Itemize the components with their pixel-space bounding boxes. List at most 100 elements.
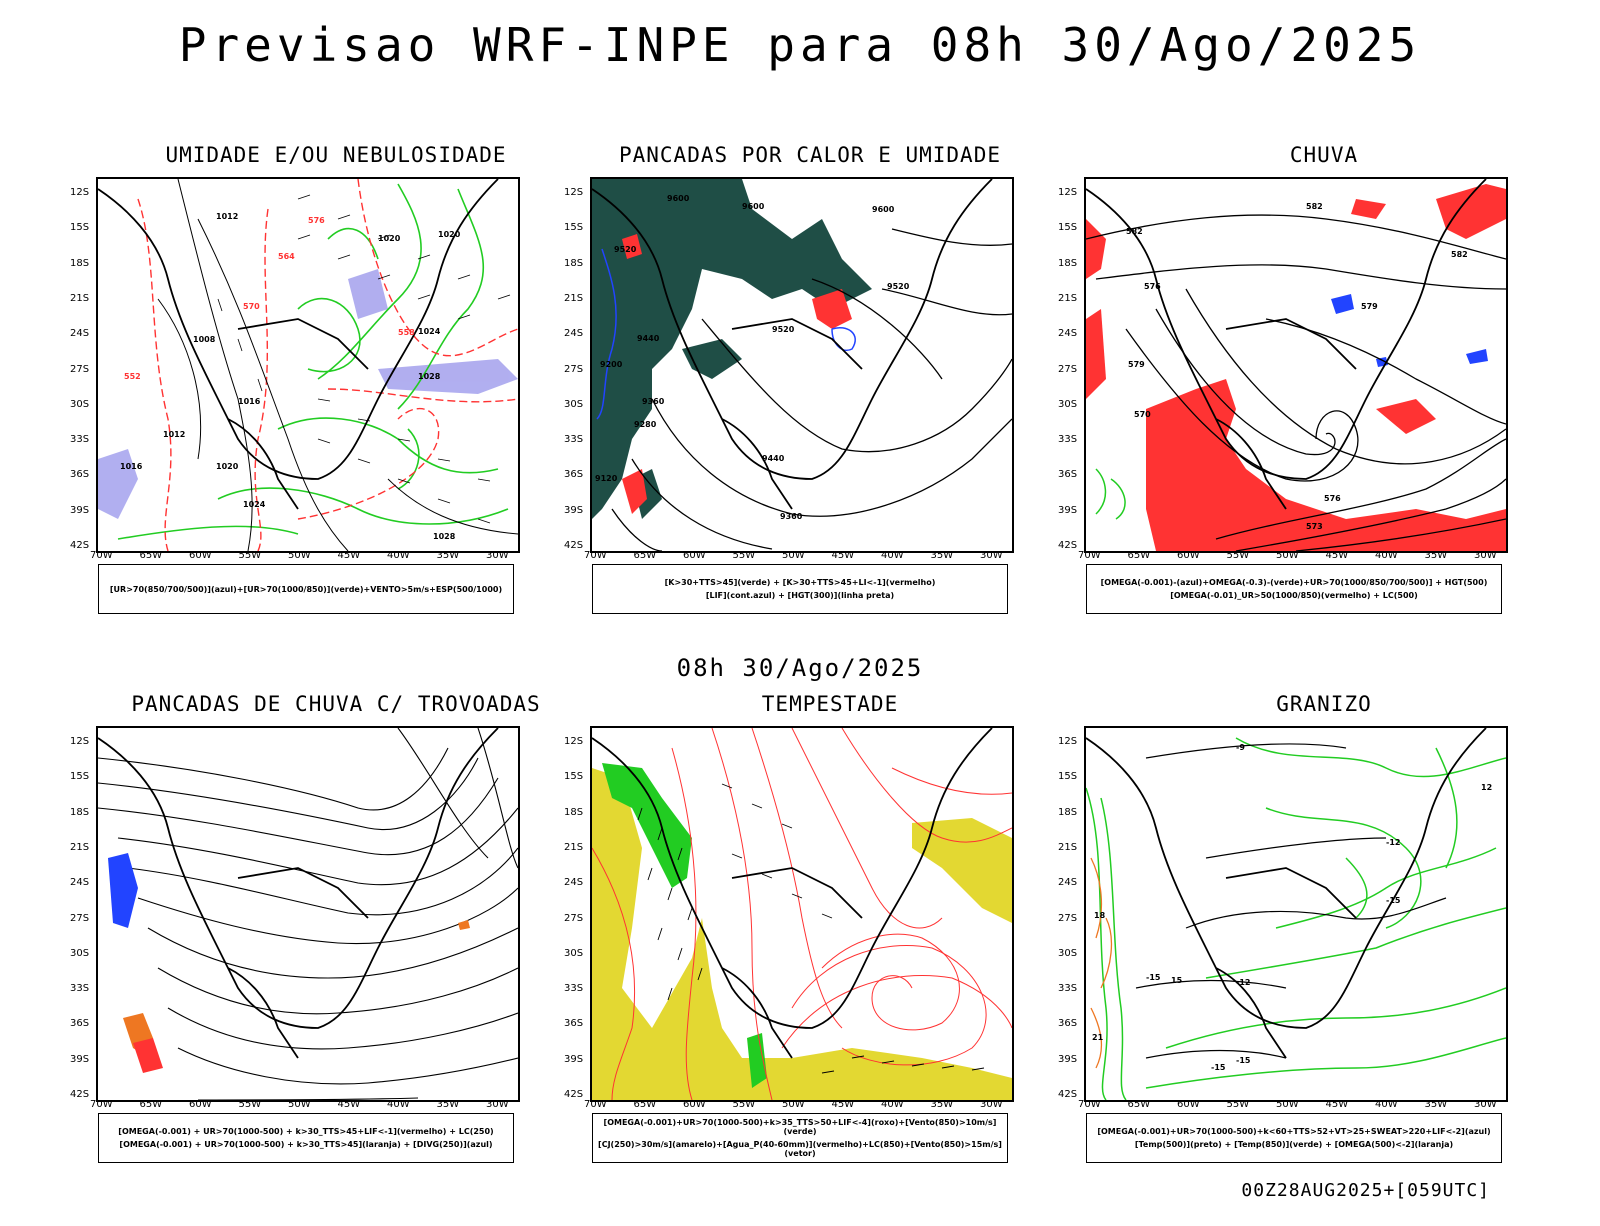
latitude-label: 12S	[70, 736, 90, 747]
red-thickness-contours	[137, 179, 518, 551]
longitude-label: 50W	[782, 550, 805, 561]
contour-label: 573	[1306, 522, 1323, 531]
longitude-label: 65W	[633, 550, 657, 561]
latitude-label: 24S	[564, 877, 584, 889]
latitude-label: 30S	[564, 947, 584, 959]
contour-label: 576	[1324, 494, 1341, 503]
country-borders	[98, 179, 499, 510]
longitude-label: 55W	[238, 550, 262, 561]
contour-label: 558	[398, 328, 415, 337]
longitude-label: 30W	[980, 1099, 1003, 1110]
blue-divergence-areas	[108, 853, 138, 928]
panel-title: CHUVA	[1289, 143, 1359, 167]
longitude-label: 40W	[387, 1099, 410, 1110]
panel-pancadas-calor: PANCADAS POR CALOR E UMIDADE	[564, 143, 1070, 677]
longitude-label: 70W	[90, 550, 113, 561]
red-streamlines-850	[592, 728, 1012, 1100]
contour-label: 9520	[887, 282, 910, 291]
green-omega-areas	[1095, 468, 1126, 520]
map-svg-granizo: -9 -12 -12 -15 -15 12 15 18 21 -15 -15	[1086, 728, 1506, 1100]
contour-label: 570	[1134, 410, 1151, 419]
latitude-label: 18S	[70, 806, 90, 818]
contour-label: 9520	[614, 245, 637, 254]
latitude-label: 42S	[70, 1089, 90, 1100]
contour-label: 582	[1451, 250, 1468, 259]
caption-line: [OMEGA(-0.001)+UR>70(1000-500)+k<60+TTS>…	[1097, 1127, 1491, 1136]
latitude-label: 12S	[70, 187, 90, 198]
contour-label: 579	[1361, 302, 1378, 311]
contour-label: 9360	[642, 397, 665, 406]
contour-label: 1012	[216, 212, 238, 221]
longitude-label: 30W	[980, 550, 1003, 561]
country-borders	[1086, 728, 1487, 1059]
longitude-label: 35W	[436, 1099, 460, 1110]
contour-label: 576	[1144, 282, 1161, 291]
latitude-label: 30S	[1058, 398, 1078, 410]
panel-caption: [OMEGA(-0.001)+UR>70(1000-500)+k<60+TTS>…	[1086, 1113, 1502, 1163]
contour-label: 9120	[595, 474, 618, 483]
main-title: Previsao WRF-INPE para 08h 30/Ago/2025	[178, 18, 1422, 72]
contour-label: 1024	[418, 327, 441, 336]
latitude-label: 15S	[1058, 222, 1078, 234]
latitude-label: 15S	[70, 222, 90, 234]
wind-vectors-850	[637, 783, 985, 1074]
map-svg-umidade: 1012 1020 1020 1024 1028 1008 1016 1012 …	[98, 179, 518, 551]
longitude-label: 30W	[486, 550, 509, 561]
latitude-label: 33S	[564, 434, 584, 446]
lavender-humidity-areas	[98, 269, 518, 519]
contour-label: 9440	[762, 454, 785, 463]
latitude-label: 24S	[70, 328, 90, 340]
contour-label: 1028	[418, 372, 441, 381]
latitude-label: 33S	[1058, 434, 1078, 446]
longitude-label: 70W	[90, 1099, 113, 1110]
longitude-label: 70W	[1078, 550, 1101, 561]
latitude-label: 30S	[564, 398, 584, 410]
latitude-label: 36S	[564, 1018, 584, 1030]
longitude-label: 70W	[1078, 1099, 1101, 1110]
longitude-label: 50W	[288, 550, 311, 561]
longitude-label: 70W	[584, 1099, 607, 1110]
longitude-label: 55W	[1226, 550, 1250, 561]
latitude-label: 24S	[70, 877, 90, 889]
longitude-label: 55W	[1226, 1099, 1250, 1110]
longitude-label: 30W	[1474, 550, 1497, 561]
longitude-label: 40W	[881, 550, 904, 561]
streamlines-250	[98, 728, 518, 1100]
longitude-label: 55W	[732, 550, 756, 561]
map-svg-pancadas-trovoadas	[98, 728, 518, 1100]
map-tempestade	[590, 726, 1014, 1102]
contour-label: 1012	[163, 430, 185, 439]
contour-label: 9600	[667, 194, 690, 203]
red-rain-areas	[1086, 184, 1506, 551]
latitude-label: 27S	[564, 363, 584, 375]
latitude-label: 12S	[1058, 187, 1078, 198]
latitude-label: 15S	[1058, 771, 1078, 783]
map-svg-pancadas-calor: 9600 9600 9600 9520 9520 9520 9440 9440 …	[592, 179, 1012, 551]
latitude-label: 36S	[564, 469, 584, 481]
panel-chuva: CHUVA	[1058, 143, 1564, 677]
longitude-label: 35W	[436, 550, 460, 561]
latitude-label: 15S	[564, 222, 584, 234]
contour-label: 9200	[600, 360, 623, 369]
wind-vectors	[217, 194, 511, 524]
latitude-label: 39S	[564, 504, 584, 516]
latitude-label: 21S	[564, 841, 584, 853]
contour-label: 1020	[216, 462, 239, 471]
forecast-time-label: 08h 30/Ago/2025	[676, 654, 924, 682]
red-instability-areas	[133, 1038, 163, 1073]
contour-label: 9520	[772, 325, 795, 334]
latitude-label: 24S	[1058, 877, 1078, 889]
latitude-label: 30S	[70, 947, 90, 959]
caption-line: [UR>70(850/700/500)](azul)+[UR>70(1000/8…	[109, 584, 503, 594]
latitude-label: 42S	[1058, 1089, 1078, 1100]
longitude-label: 60W	[1177, 550, 1200, 561]
contour-label: 576	[308, 216, 325, 225]
longitude-label: 45W	[337, 1099, 361, 1110]
contour-labels: 9600 9600 9600 9520 9520 9520 9440 9440 …	[595, 194, 910, 521]
panel-caption: [OMEGA(-0.001) + UR>70(1000-500) + k>30_…	[98, 1113, 514, 1163]
latitude-label: 36S	[1058, 469, 1078, 481]
latitude-label: 15S	[70, 771, 90, 783]
longitude-label: 45W	[1325, 550, 1349, 561]
latitude-label: 12S	[564, 736, 584, 747]
latitude-label: 42S	[564, 540, 584, 551]
